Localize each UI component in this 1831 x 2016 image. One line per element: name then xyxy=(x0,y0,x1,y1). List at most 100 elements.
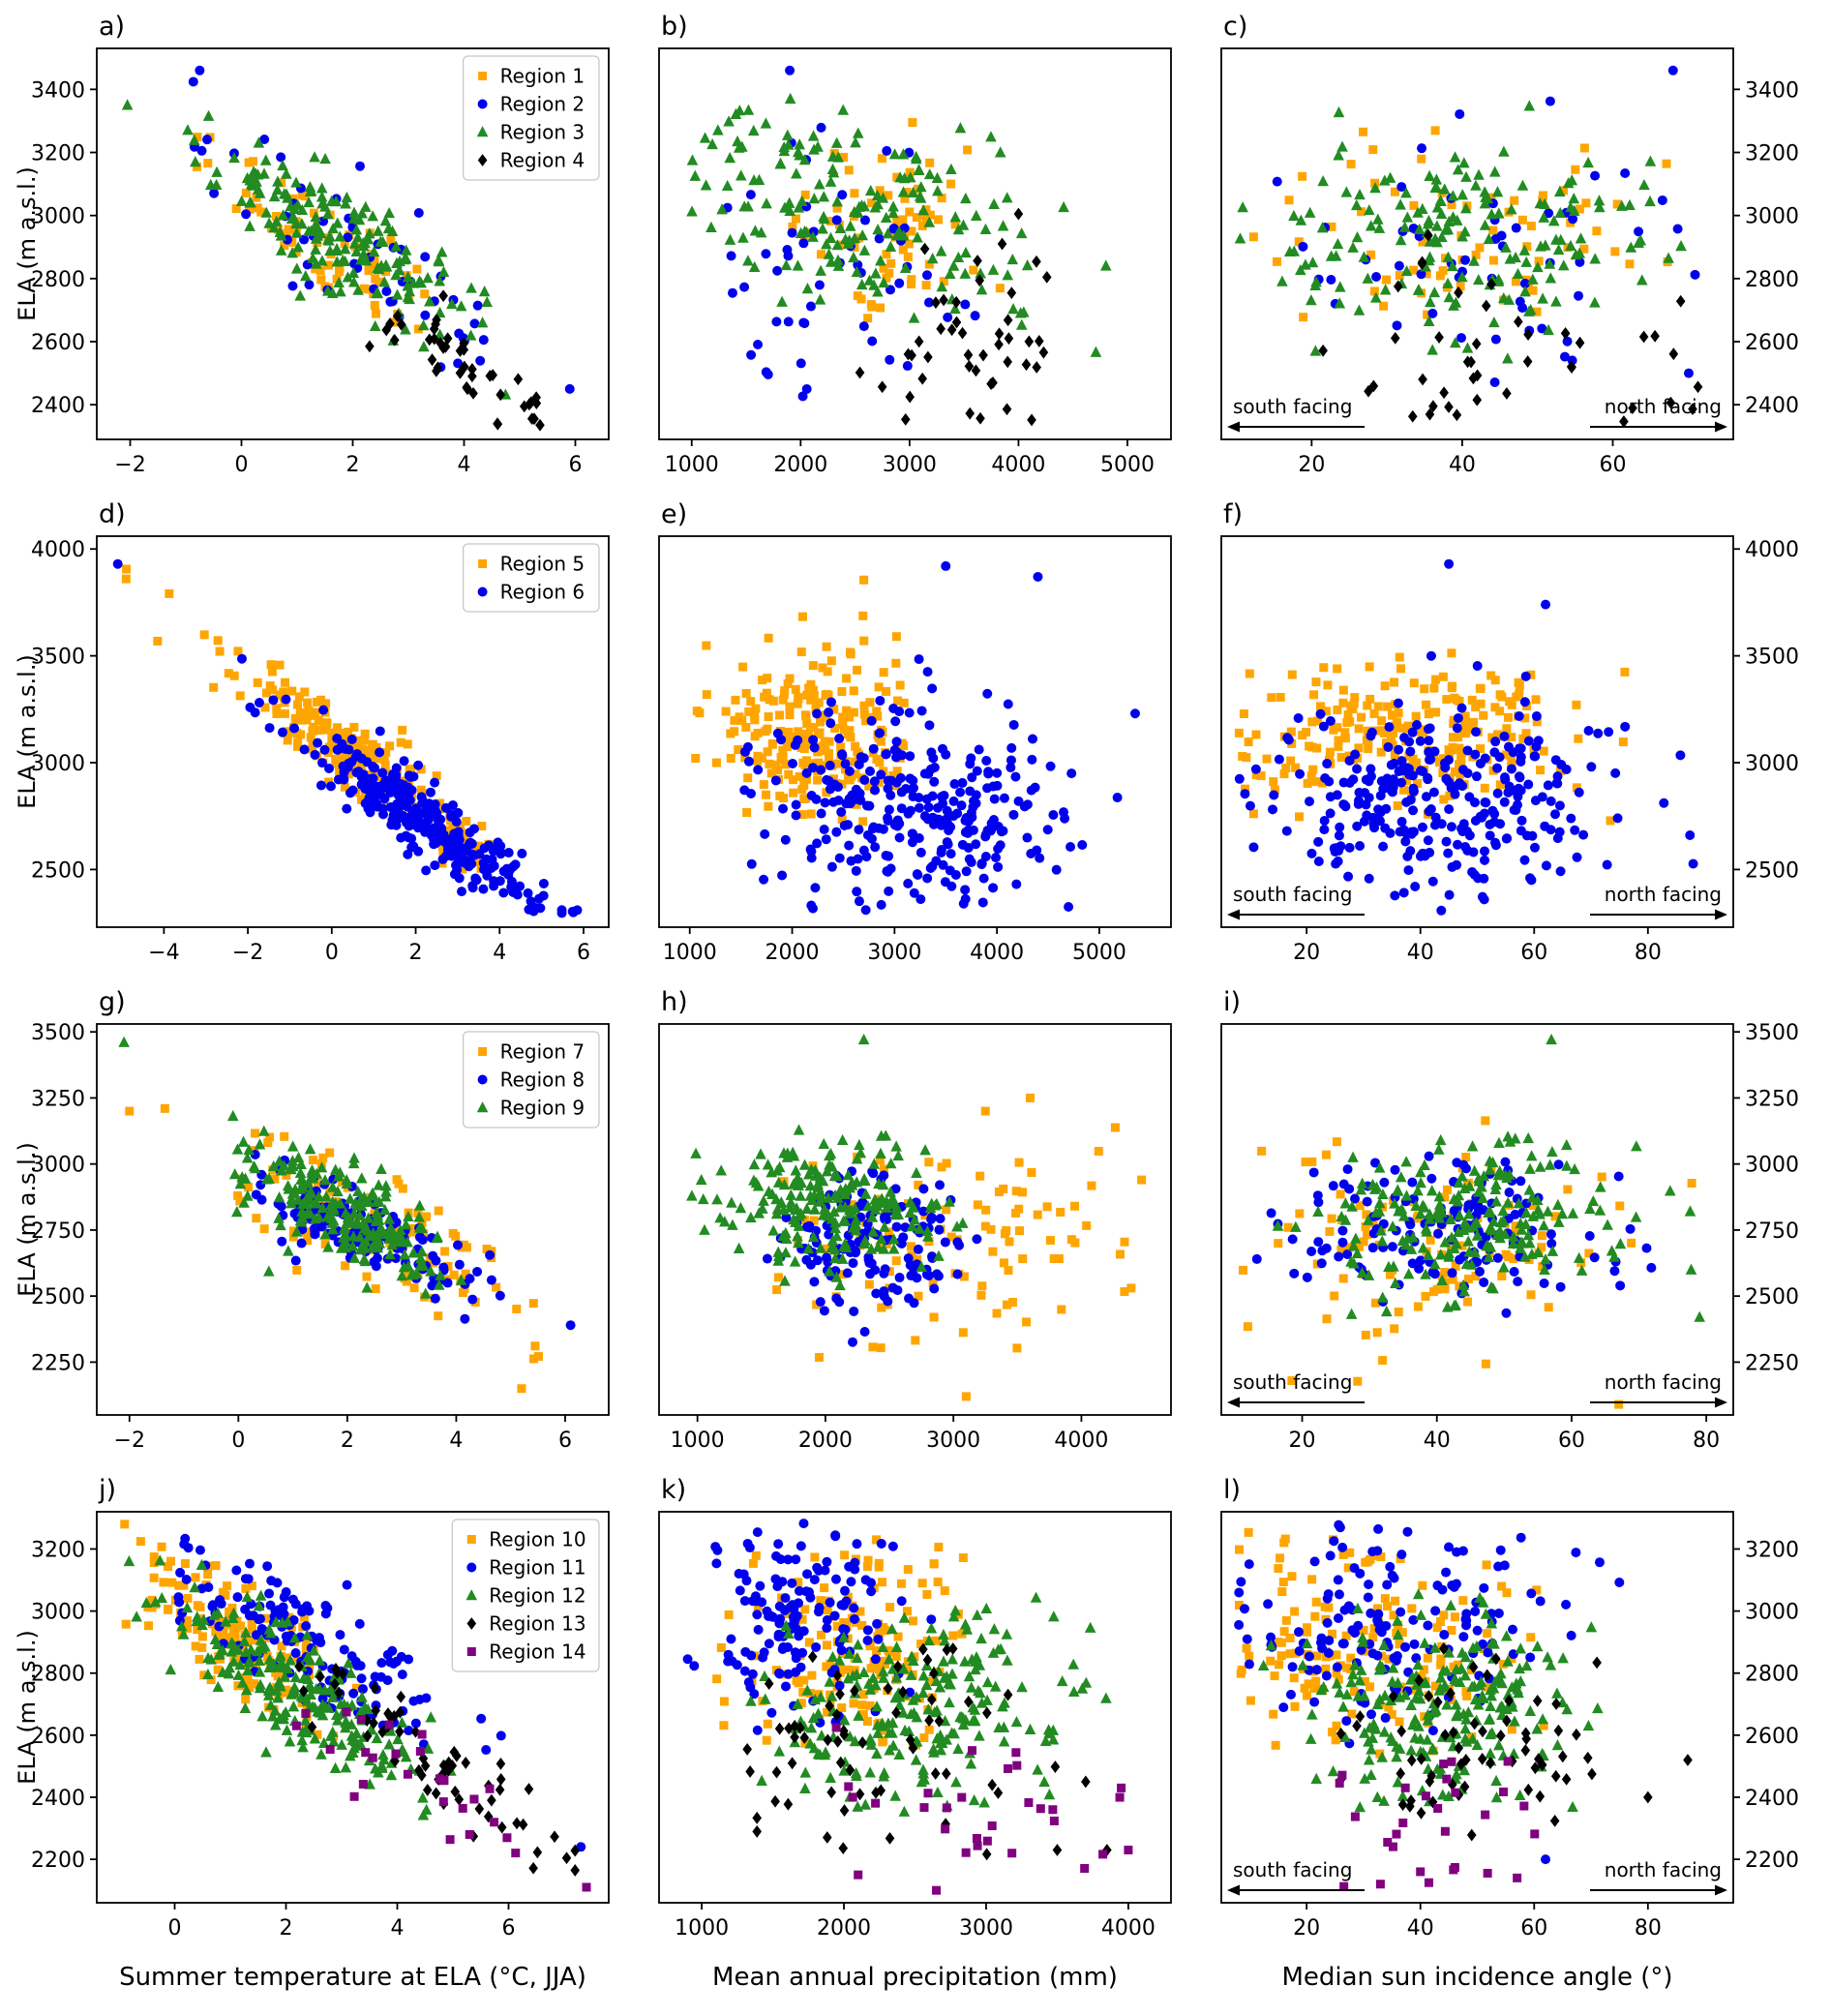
right-arrow-icon xyxy=(1715,1884,1727,1896)
svg-text:3000: 3000 xyxy=(926,1429,980,1453)
svg-text:3000: 3000 xyxy=(31,752,85,776)
svg-text:4000: 4000 xyxy=(970,941,1024,965)
y-ticks: 2400 2600 2800 3000 3200 3400 xyxy=(1733,78,1799,418)
panel-h-scatter: h) 1000 2000 3000 4000 xyxy=(645,985,1185,1463)
axes xyxy=(658,47,1172,440)
y-ticks: 2250 2500 2750 3000 3250 3500 xyxy=(1733,1021,1799,1375)
right-arrow-icon xyxy=(1715,909,1727,920)
svg-text:20: 20 xyxy=(1289,1429,1316,1453)
panel-c-scatter: c) 20 40 60 2400 2600 2800 3000 3200 3400 south fa… xyxy=(1214,10,1820,488)
north-facing-label: north facing xyxy=(1605,1370,1722,1394)
series-region-8 xyxy=(762,1166,982,1347)
svg-text:2500: 2500 xyxy=(31,858,85,883)
panel-e-scatter: e) 1000 2000 3000 4000 5000 xyxy=(645,497,1185,976)
svg-text:3000: 3000 xyxy=(1745,205,1799,229)
panel-a-scatter: a) −2 0 2 4 6 ELA (m a.s.l.) 2400 2600 2800 3000 32… xyxy=(10,10,616,488)
svg-text:−2: −2 xyxy=(114,453,145,477)
north-facing-label: north facing xyxy=(1605,395,1722,418)
y-ticks: 2250 2500 2750 3000 3250 3500 xyxy=(31,1021,97,1375)
x-ticks: 1000 2000 3000 4000 5000 xyxy=(663,927,1126,965)
panel-f-scatter: f) 20 40 60 80 2500 3000 3500 4000 south facing no… xyxy=(1214,497,1820,976)
x-ticks: 20 40 60 80 xyxy=(1293,927,1662,965)
series-region-6 xyxy=(112,558,583,918)
legend: Region 5 Region 6 xyxy=(462,543,600,613)
svg-text:−4: −4 xyxy=(148,941,179,965)
legend-label: Region 7 xyxy=(500,1040,585,1064)
facing-annotation: south facing north facing xyxy=(1227,1858,1727,1896)
series-region-12 xyxy=(123,1554,457,1820)
svg-text:60: 60 xyxy=(1600,453,1627,477)
series-region-4 xyxy=(855,207,1052,427)
svg-text:4000: 4000 xyxy=(991,453,1045,477)
svg-text:2: 2 xyxy=(341,1429,354,1453)
x-ticks: −2 0 2 4 6 xyxy=(114,1415,572,1453)
svg-text:4: 4 xyxy=(449,1429,463,1453)
svg-text:2500: 2500 xyxy=(31,1285,85,1309)
svg-text:3500: 3500 xyxy=(31,1021,85,1045)
panel-l-scatter: l)20 40 60 80220024002600280030003200south … xyxy=(1214,1473,1820,1951)
y-ticks: 2500 3000 3500 4000 xyxy=(1733,538,1799,883)
north-facing-label: north facing xyxy=(1605,883,1722,906)
figure: a) −2 0 2 4 6 ELA (m a.s.l.) 2400 2600 2800 3000 32… xyxy=(10,10,1821,1992)
facing-annotation: south facing north facing xyxy=(1227,395,1727,433)
y-ticks: 2400 2600 2800 3000 3200 3400 xyxy=(31,78,97,418)
svg-text:−2: −2 xyxy=(114,1429,145,1453)
svg-text:6: 6 xyxy=(569,453,583,477)
svg-text:2800: 2800 xyxy=(31,268,85,292)
svg-text:2250: 2250 xyxy=(1745,1351,1799,1375)
series-region-9 xyxy=(686,1033,969,1291)
svg-text:2000: 2000 xyxy=(798,1429,853,1453)
svg-text:−2: −2 xyxy=(232,941,263,965)
svg-text:40: 40 xyxy=(1424,1429,1451,1453)
svg-text:3200: 3200 xyxy=(31,142,85,166)
left-arrow-icon xyxy=(1227,421,1240,433)
series-region-14 xyxy=(291,1707,591,1892)
svg-text:3200: 3200 xyxy=(1745,142,1799,166)
series-region-3 xyxy=(1234,100,1687,364)
svg-text:6: 6 xyxy=(558,1429,572,1453)
x-axis-label-summer-temperature: Summer temperature at ELA (°C, JJA) xyxy=(119,1963,586,1992)
svg-text:3400: 3400 xyxy=(31,78,85,103)
svg-text:3400: 3400 xyxy=(1745,78,1799,103)
legend-label: Region 11 xyxy=(489,1556,585,1580)
north-facing-label: north facing xyxy=(1605,1858,1722,1881)
x-ticks: 20 40 60 80 xyxy=(1289,1415,1720,1453)
svg-text:60: 60 xyxy=(1520,941,1547,965)
x-axis-label-sun-incidence-angle: Median sun incidence angle (°) xyxy=(1281,1963,1673,1992)
panel-letter: a) xyxy=(99,12,125,42)
svg-text:4: 4 xyxy=(493,941,506,965)
right-arrow-icon xyxy=(1715,1397,1727,1408)
svg-text:2000: 2000 xyxy=(773,453,827,477)
south-facing-label: south facing xyxy=(1233,883,1352,906)
series-region-14 xyxy=(1335,1757,1540,1891)
svg-text:1000: 1000 xyxy=(671,1429,725,1453)
right-arrow-icon xyxy=(1715,421,1727,433)
svg-text:0: 0 xyxy=(168,1916,182,1941)
svg-text:20: 20 xyxy=(1293,941,1320,965)
svg-text:2250: 2250 xyxy=(31,1351,85,1375)
legend-label: Region 14 xyxy=(489,1640,585,1664)
svg-text:60: 60 xyxy=(1558,1429,1585,1453)
series-region-4 xyxy=(365,289,545,432)
svg-text:4: 4 xyxy=(458,453,471,477)
left-arrow-icon xyxy=(1227,1397,1240,1408)
svg-text:2750: 2750 xyxy=(1745,1219,1799,1244)
south-facing-label: south facing xyxy=(1233,1858,1352,1881)
legend-label: Region 8 xyxy=(500,1068,585,1092)
svg-text:80: 80 xyxy=(1635,941,1662,965)
x-ticks: 1000 2000 3000 4000 xyxy=(671,1415,1108,1453)
svg-text:0: 0 xyxy=(325,941,339,965)
x-ticks: 20 40 60 xyxy=(1298,439,1627,477)
svg-text:3000: 3000 xyxy=(867,941,921,965)
svg-text:6: 6 xyxy=(577,941,590,965)
legend-label: Region 9 xyxy=(500,1097,585,1120)
svg-text:3000: 3000 xyxy=(883,453,937,477)
y-axis-label: ELA (m a.s.l.) xyxy=(14,166,41,321)
x-ticks: 0 2 4 6 xyxy=(168,1903,516,1941)
panel-j-scatter: j) 0 2 4 6 ELA (m a.s.l.)22002400260028003000… xyxy=(10,1473,616,1951)
facing-annotation: south facing north facing xyxy=(1227,883,1727,920)
svg-text:2600: 2600 xyxy=(1745,331,1799,355)
legend-label: Region 3 xyxy=(500,121,585,144)
series-region-12 xyxy=(1257,1588,1604,1813)
